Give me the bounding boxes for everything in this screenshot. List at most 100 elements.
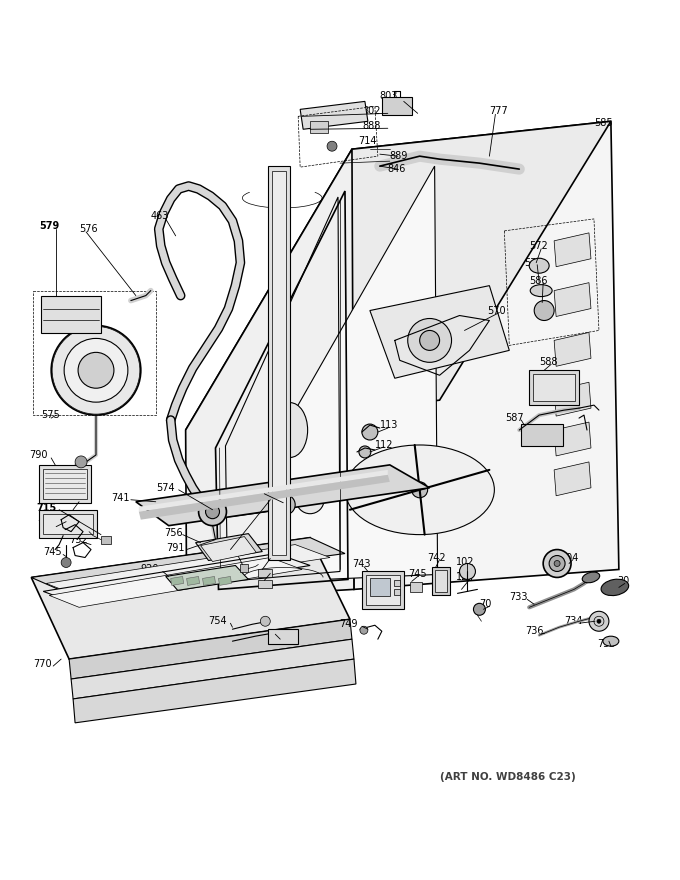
- Text: 745: 745: [44, 546, 62, 556]
- Bar: [269, 166, 290, 560]
- Text: 112: 112: [375, 440, 393, 450]
- Text: 754: 754: [209, 616, 227, 627]
- Polygon shape: [139, 475, 390, 520]
- Text: 586: 586: [529, 275, 547, 286]
- Text: 741: 741: [111, 493, 129, 502]
- Text: 802: 802: [362, 106, 380, 116]
- Polygon shape: [186, 121, 611, 430]
- Circle shape: [460, 563, 475, 579]
- Text: 572: 572: [529, 241, 548, 251]
- Text: 750: 750: [258, 567, 277, 576]
- Polygon shape: [218, 576, 231, 585]
- Bar: [272, 171, 286, 554]
- Circle shape: [534, 301, 554, 320]
- Text: 742: 742: [428, 553, 446, 562]
- Polygon shape: [139, 470, 388, 511]
- Text: 803: 803: [380, 92, 398, 101]
- Bar: [310, 121, 328, 133]
- Polygon shape: [554, 282, 591, 317]
- Text: 744: 744: [66, 495, 84, 505]
- Text: 736: 736: [525, 627, 544, 636]
- Ellipse shape: [296, 486, 324, 514]
- Polygon shape: [71, 639, 354, 699]
- Text: 574: 574: [156, 483, 174, 493]
- Circle shape: [589, 612, 609, 631]
- Polygon shape: [166, 566, 248, 590]
- Bar: [366, 576, 400, 605]
- Text: 588: 588: [539, 357, 558, 367]
- Bar: [394, 581, 400, 586]
- Bar: [362, 571, 404, 609]
- Text: 715: 715: [220, 549, 241, 560]
- Circle shape: [275, 495, 295, 515]
- Circle shape: [408, 319, 452, 363]
- Polygon shape: [136, 465, 430, 525]
- Text: 749: 749: [339, 620, 358, 629]
- Circle shape: [260, 616, 270, 627]
- Text: 751: 751: [37, 520, 56, 530]
- Ellipse shape: [273, 403, 307, 458]
- Polygon shape: [69, 620, 352, 679]
- Circle shape: [420, 331, 439, 350]
- Text: (ART NO. WD8486 C23): (ART NO. WD8486 C23): [439, 772, 575, 781]
- Circle shape: [51, 326, 141, 415]
- Text: 743: 743: [352, 560, 371, 569]
- Circle shape: [61, 558, 71, 568]
- Polygon shape: [201, 537, 256, 561]
- Text: 735: 735: [597, 639, 615, 649]
- Bar: [101, 536, 111, 544]
- Polygon shape: [171, 576, 184, 585]
- Text: 587: 587: [505, 413, 524, 423]
- Polygon shape: [196, 533, 262, 561]
- Bar: [410, 583, 422, 592]
- Circle shape: [362, 424, 378, 440]
- Circle shape: [359, 446, 371, 458]
- Circle shape: [360, 627, 368, 634]
- Text: 734: 734: [564, 616, 583, 627]
- Text: 104: 104: [561, 553, 579, 562]
- Ellipse shape: [603, 636, 619, 646]
- Text: 739: 739: [258, 552, 277, 561]
- Bar: [432, 568, 449, 596]
- Circle shape: [411, 482, 428, 498]
- Text: 101: 101: [325, 485, 343, 495]
- Text: 889: 889: [390, 151, 408, 161]
- Text: 124: 124: [456, 572, 474, 583]
- Polygon shape: [370, 286, 509, 378]
- Text: 920: 920: [141, 564, 159, 575]
- Ellipse shape: [530, 284, 552, 297]
- Text: 844: 844: [250, 487, 269, 497]
- Text: 846: 846: [388, 164, 406, 174]
- Bar: [533, 374, 575, 401]
- Polygon shape: [352, 121, 619, 590]
- Text: 752: 752: [69, 534, 88, 545]
- Text: 102: 102: [456, 556, 474, 567]
- Polygon shape: [300, 101, 368, 129]
- Bar: [382, 98, 411, 115]
- Circle shape: [473, 604, 486, 615]
- Text: 579: 579: [39, 221, 59, 231]
- Polygon shape: [44, 554, 310, 604]
- Polygon shape: [186, 150, 354, 599]
- Text: 777: 777: [490, 106, 508, 116]
- Circle shape: [64, 339, 128, 402]
- Ellipse shape: [345, 445, 494, 535]
- Circle shape: [205, 505, 220, 518]
- Circle shape: [549, 555, 565, 571]
- Bar: [370, 578, 390, 597]
- Text: 571: 571: [524, 258, 543, 268]
- Text: 755: 755: [269, 632, 287, 642]
- Polygon shape: [73, 659, 356, 722]
- Polygon shape: [31, 538, 350, 659]
- Bar: [258, 581, 272, 589]
- Polygon shape: [554, 333, 591, 366]
- Circle shape: [597, 620, 601, 623]
- Circle shape: [78, 352, 114, 388]
- Text: 888: 888: [362, 121, 380, 131]
- Text: 575: 575: [41, 410, 60, 420]
- Circle shape: [199, 498, 226, 525]
- Text: 733: 733: [509, 592, 528, 602]
- Polygon shape: [186, 576, 199, 585]
- Text: 790: 790: [29, 450, 48, 460]
- Bar: [39, 510, 97, 538]
